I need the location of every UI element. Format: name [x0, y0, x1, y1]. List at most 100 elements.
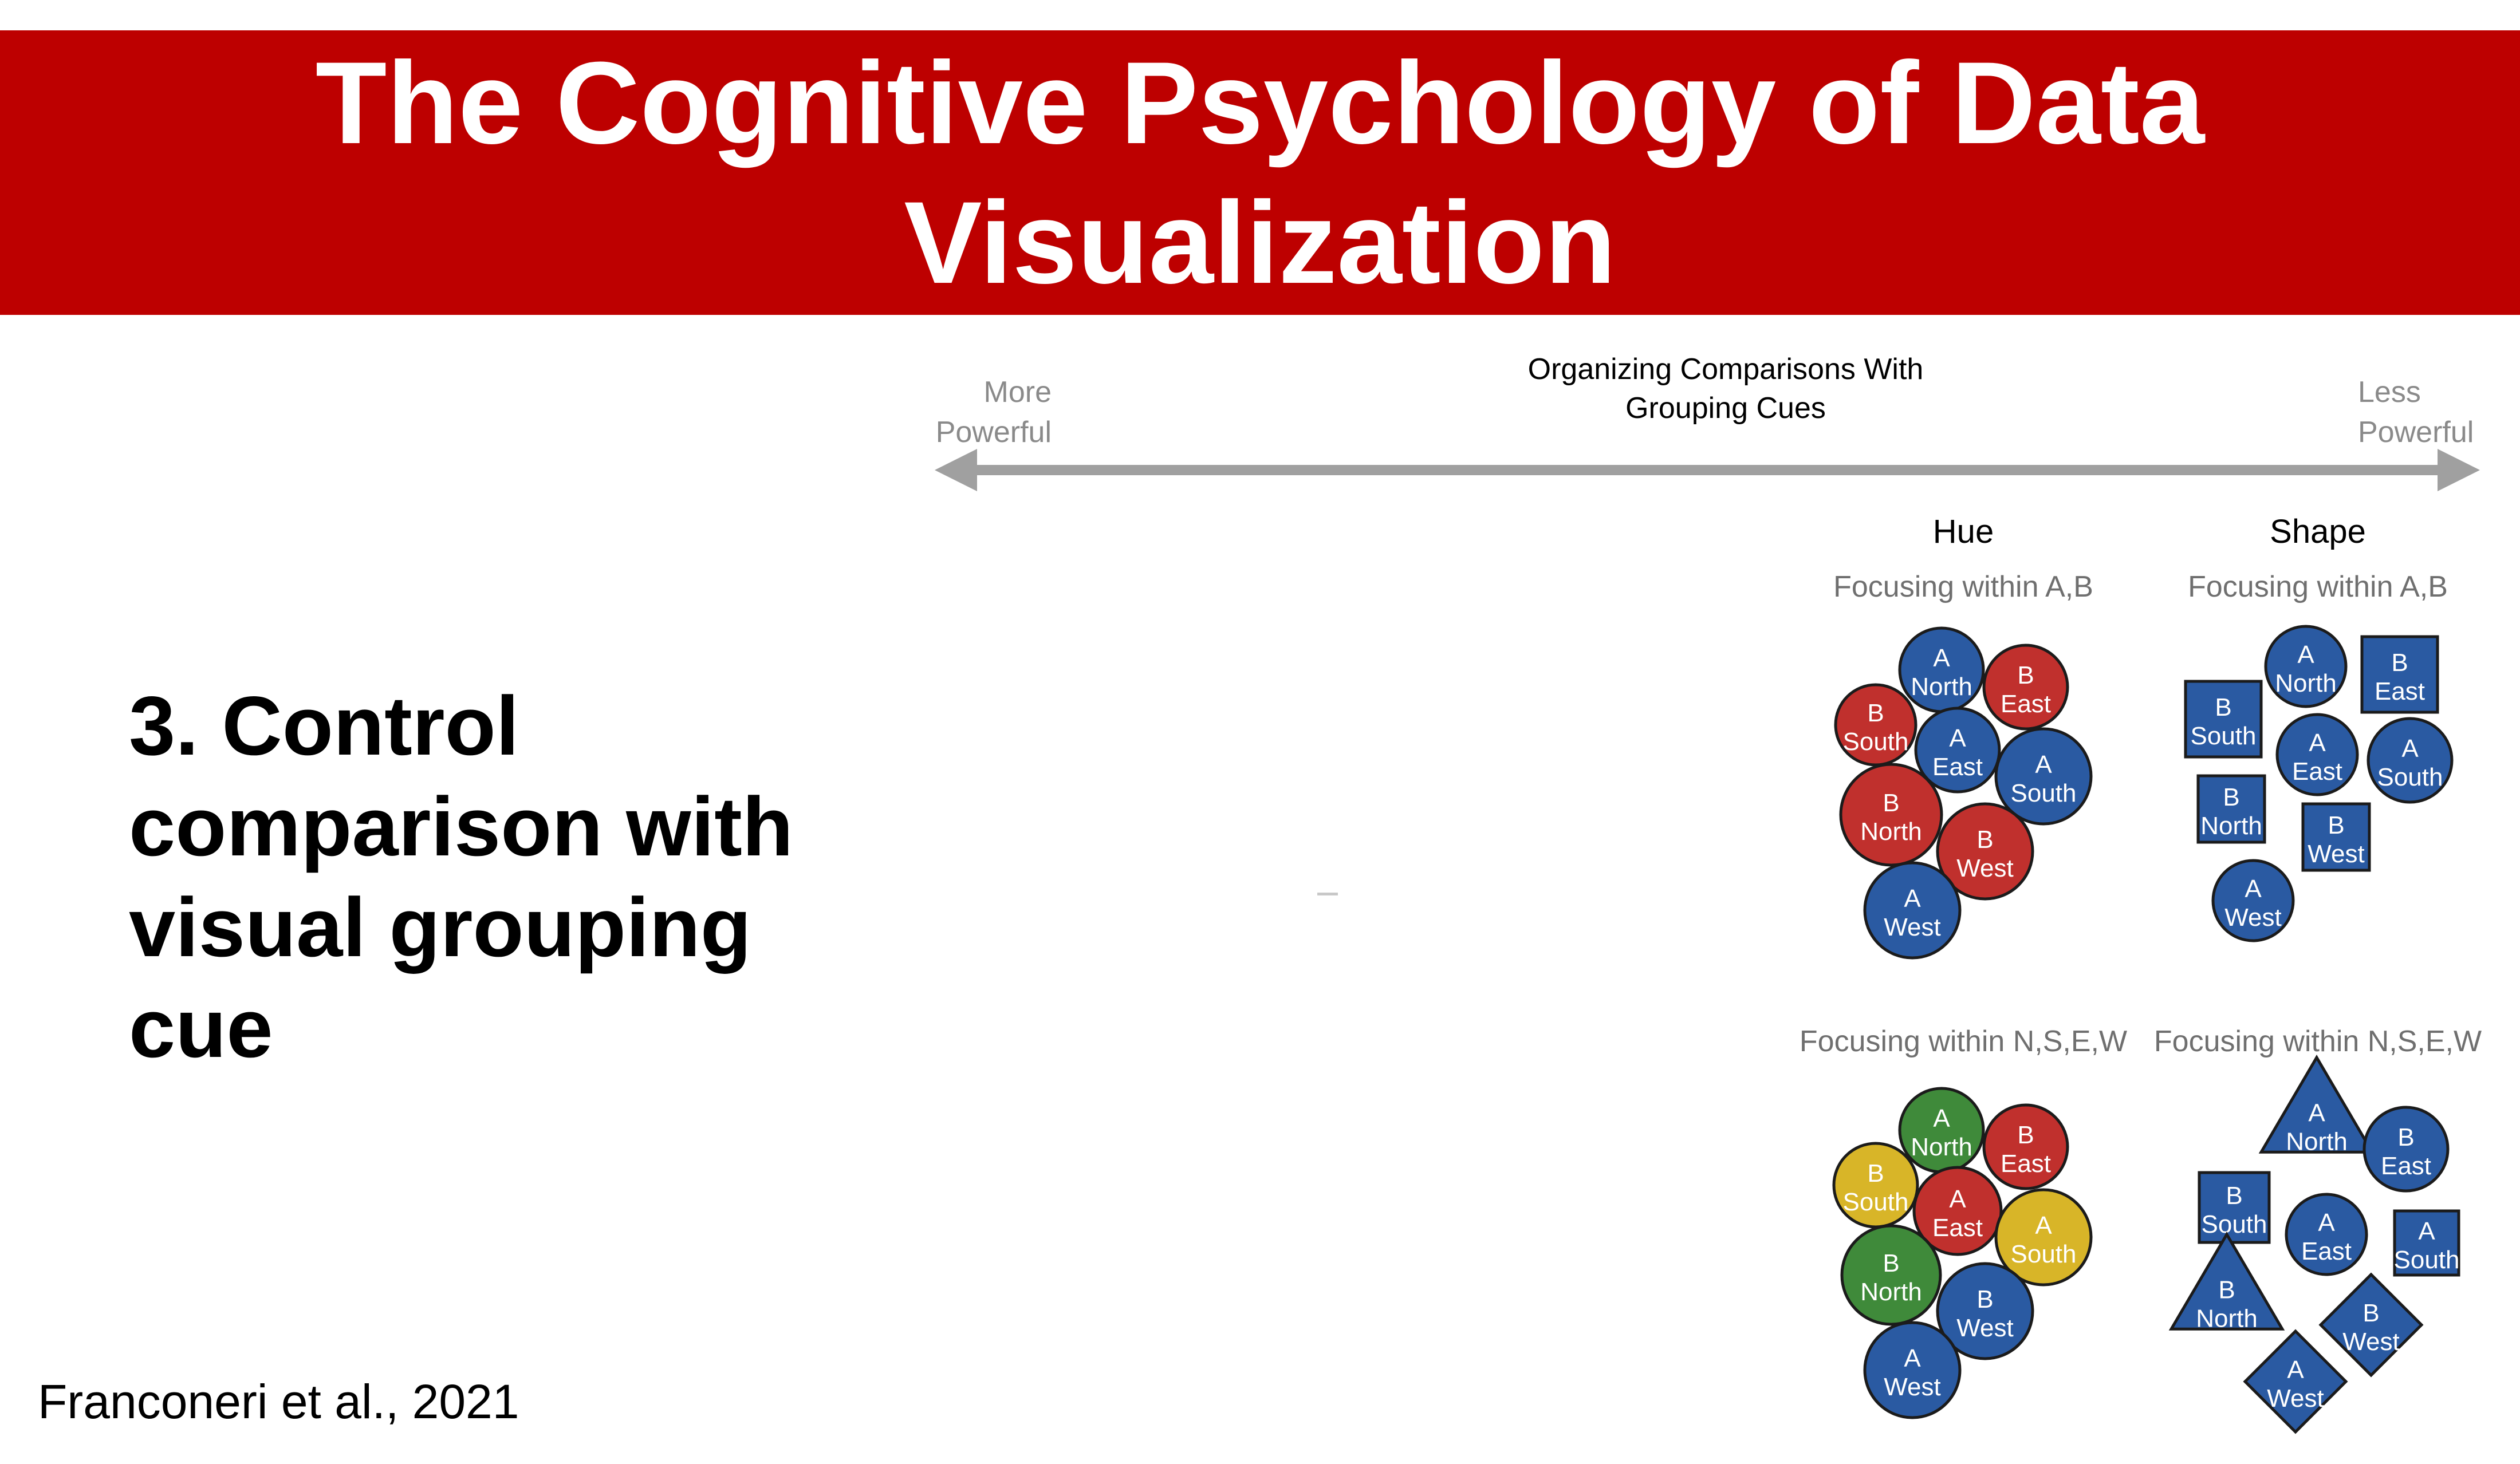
mark-group-label: B — [2391, 649, 2408, 677]
mark-direction-label: North — [2286, 1127, 2348, 1155]
scale-left-line1: More — [984, 376, 1052, 409]
mark-square-shape — [2198, 1171, 2271, 1244]
scale-right-line2: Powerful — [2358, 416, 2474, 449]
mark-direction-label: East — [2381, 1152, 2431, 1180]
mark-direction-label: East — [2292, 757, 2342, 786]
mark-direction-label: North — [1911, 673, 1972, 701]
mark-direction-label: West — [1956, 1314, 2013, 1342]
mark-circle-shape — [2367, 717, 2454, 804]
mark-direction-label: West — [2342, 1328, 2399, 1356]
mark-direction-label: South — [2011, 779, 2077, 807]
mark-circle-shape — [2275, 713, 2359, 796]
mark-circle-shape — [1914, 707, 2001, 794]
mark-diamond-shape — [2243, 1329, 2348, 1434]
mark-group-label: A — [2309, 729, 2326, 757]
mark-direction-label: East — [2301, 1237, 2352, 1265]
citation: Franconeri et al., 2021 — [38, 1375, 519, 1429]
mark-group-label: B — [2017, 661, 2034, 689]
mark-circle-shape — [1936, 802, 2034, 901]
mark-direction-label: South — [1843, 1188, 1909, 1216]
slide-title: The Cognitive Psychology of Data Visuali… — [315, 37, 2205, 308]
mark-group-label: B — [1867, 699, 1884, 727]
mark-group-label: B — [2017, 1121, 2034, 1149]
mark-circle-shape — [1839, 763, 1943, 867]
mark-circle-shape — [1863, 861, 1962, 960]
figure-header-line1: Organizing Comparisons With — [1528, 353, 1924, 386]
mark-group-label: A — [1904, 885, 1921, 913]
mark-group-label: A — [2318, 1209, 2335, 1237]
scale-left-line2: Powerful — [936, 416, 1052, 449]
scale-right-line1: Less — [2358, 376, 2421, 409]
mark-direction-label: West — [2224, 903, 2281, 932]
focus-label-shape-ab: Focusing within A,B — [2188, 570, 2448, 603]
column-title-hue: Hue — [1933, 513, 1994, 550]
mark-circle-shape — [1936, 1262, 2034, 1360]
mark-square-shape — [2301, 802, 2371, 872]
mark-group-label: B — [2362, 1299, 2379, 1327]
mark-direction-label: South — [2394, 1246, 2460, 1274]
mark-direction-label: West — [1884, 913, 1940, 941]
mark-group-label: B — [1976, 826, 1993, 854]
mark-group-label: B — [1883, 1249, 1899, 1277]
mark-square-shape — [2184, 680, 2263, 759]
mark-group-label: A — [1904, 1344, 1921, 1372]
mark-circle-shape — [1863, 1321, 1962, 1419]
mark-circle-shape — [2264, 625, 2348, 708]
mark-square-shape — [2196, 774, 2266, 844]
mark-circle-shape — [1840, 1224, 1942, 1326]
title-banner: The Cognitive Psychology of Data Visuali… — [0, 30, 2520, 315]
mark-direction-label: East — [2375, 677, 2425, 705]
focus-label-hue-ab: Focusing within A,B — [1833, 570, 2093, 603]
mark-direction-label: North — [1860, 818, 1922, 846]
mark-direction-label: East — [1932, 1214, 1983, 1242]
mark-direction-label: South — [2191, 722, 2257, 750]
mark-direction-label: East — [2001, 690, 2051, 718]
mark-group-label: B — [2218, 1276, 2235, 1304]
mark-group-label: A — [2401, 735, 2419, 763]
mark-group-label: A — [1949, 724, 1966, 752]
mark-direction-label: East — [1932, 753, 1983, 781]
mark-group-label: A — [1933, 1104, 1950, 1132]
mark-direction-label: West — [2308, 840, 2364, 868]
mark-circle-shape — [1912, 1166, 2003, 1256]
column-title-shape: Shape — [2270, 513, 2366, 550]
mark-group-label: A — [2308, 1099, 2325, 1127]
mark-circle-shape — [1982, 1103, 2069, 1190]
mark-group-label: A — [1933, 644, 1950, 672]
mark-group-label: B — [1976, 1285, 1993, 1313]
mark-direction-label: North — [2196, 1304, 2258, 1332]
mark-circle-shape — [1982, 644, 2069, 731]
mark-group-label: B — [1883, 789, 1899, 817]
focus-label-shape-nsew: Focusing within N,S,E,W — [2154, 1025, 2482, 1058]
mark-triangle-shape — [2168, 1232, 2285, 1331]
mark-direction-label: West — [1884, 1373, 1940, 1401]
mark-direction-label: South — [1843, 728, 1909, 756]
mark-direction-label: South — [2377, 763, 2443, 791]
